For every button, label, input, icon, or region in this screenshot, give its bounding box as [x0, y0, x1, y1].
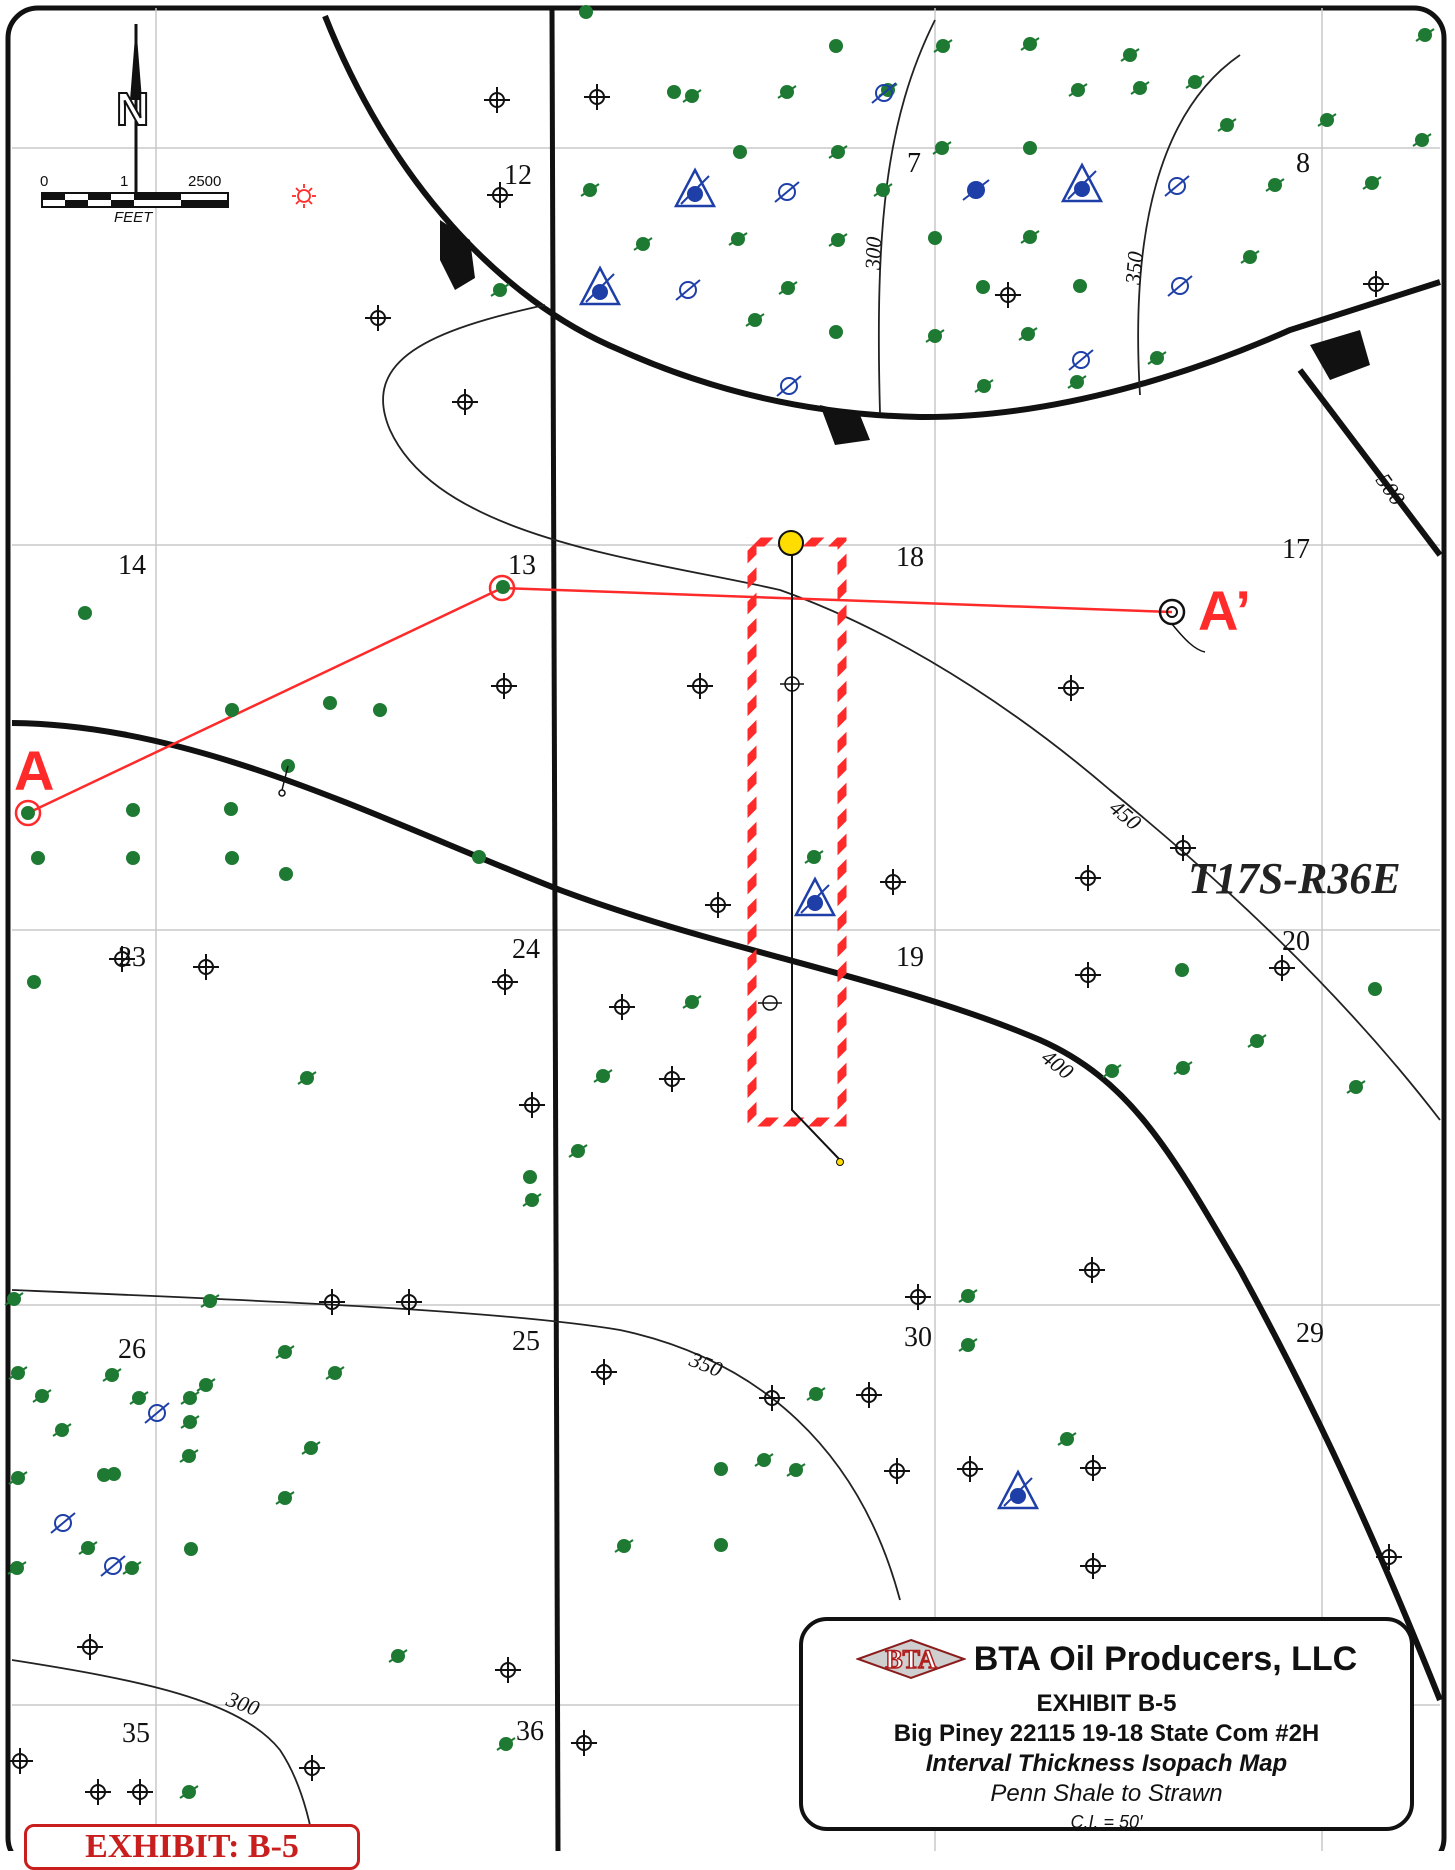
section-label: 36 [516, 1716, 544, 1747]
scale-min: 0 [40, 173, 48, 190]
injection-wells [50, 82, 1193, 1577]
well-name: Big Piney 22115 19-18 State Com #2H [893, 1720, 1320, 1747]
section-label: 13 [508, 550, 536, 581]
title-block: BTA BTA Oil Producers, LLC EXHIBIT B-5 B… [799, 1617, 1414, 1832]
contour-interval: C.I. = 50′ [1070, 1812, 1143, 1832]
section-label: 18 [896, 542, 924, 573]
north-arrow: N [115, 24, 150, 200]
section-label: 30 [904, 1322, 932, 1353]
proposed-well-unit [747, 530, 847, 1166]
section-label: 17 [1282, 534, 1310, 565]
section-label: 14 [118, 550, 146, 581]
section-label: 24 [512, 934, 540, 965]
interval-name: Penn Shale to Strawn [990, 1780, 1223, 1807]
section-labels: 12 7 8 14 13 18 17 23 24 19 20 26 25 30 … [118, 148, 1324, 1749]
proposed-well-surface-location [778, 530, 804, 556]
section-label: 8 [1296, 148, 1310, 179]
section-label: 26 [118, 1334, 146, 1365]
scale-mid: 1 [120, 173, 128, 190]
section-label: 7 [907, 148, 921, 179]
company-name: BTA Oil Producers, LLC [973, 1639, 1358, 1678]
section-label: 25 [512, 1326, 540, 1357]
scale-max: 2500 [188, 173, 221, 190]
township-label: T17S-R36E [1188, 854, 1401, 903]
section-label: 20 [1282, 926, 1310, 957]
section-label: 19 [896, 942, 924, 973]
exhibit-tag: EXHIBIT: B-5 [24, 1824, 360, 1870]
section-grid [12, 8, 1440, 1851]
exhibit-number: EXHIBIT B-5 [1036, 1690, 1177, 1717]
contour-label: 300 [860, 236, 886, 271]
contour-label: 350 [1120, 250, 1148, 286]
sun-symbol-icon [292, 184, 316, 208]
section-label: 35 [122, 1718, 150, 1749]
fault-ticks [440, 220, 1370, 445]
deviated-tails [278, 765, 289, 797]
scale-unit: FEET [114, 209, 154, 226]
bta-logo-icon: BTA [855, 1638, 966, 1680]
north-label: N [116, 83, 149, 135]
cross-section-start-label: A [14, 739, 54, 802]
cross-section-end-label: A’ [1198, 579, 1251, 642]
company-row: BTA BTA Oil Producers, LLC [803, 1635, 1410, 1683]
logo-text: BTA [885, 1645, 937, 1674]
section-label: 29 [1296, 1318, 1324, 1349]
map-type: Interval Thickness Isopach Map [925, 1750, 1288, 1777]
section-label: 12 [504, 160, 532, 191]
